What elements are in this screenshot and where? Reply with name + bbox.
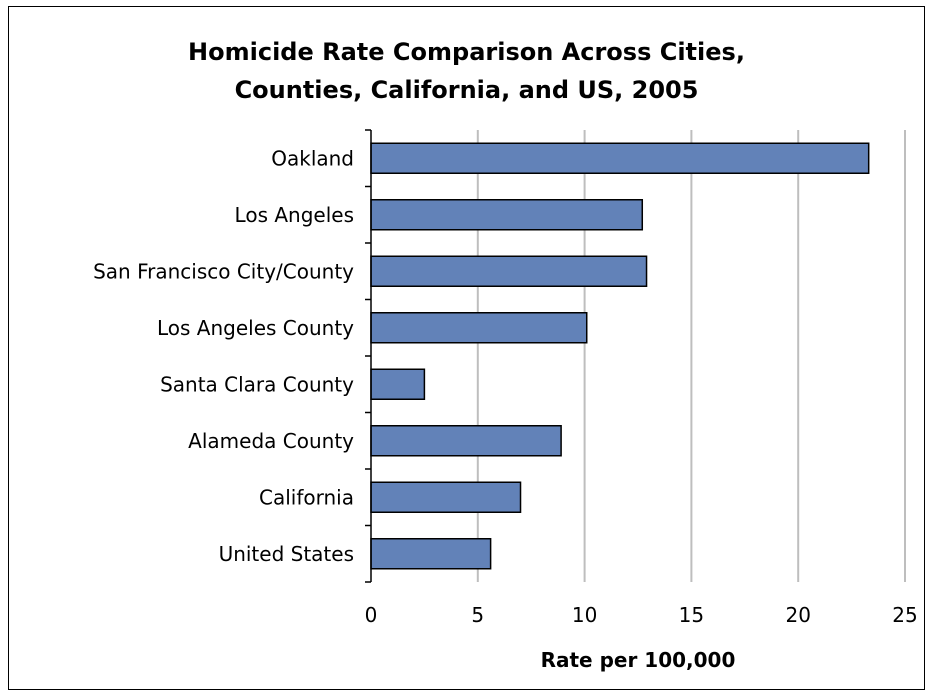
x-tick-label: 20 [785, 603, 810, 627]
x-tick-label: 5 [471, 603, 484, 627]
category-label: Alameda County [188, 429, 354, 453]
bar [370, 255, 648, 287]
bar [370, 538, 492, 570]
bar [370, 312, 588, 344]
category-label: Los Angeles [235, 203, 354, 227]
bar [370, 481, 522, 513]
x-tick-label: 0 [365, 603, 378, 627]
category-label: United States [219, 542, 354, 566]
x-tick-label: 15 [679, 603, 704, 627]
bar [370, 142, 870, 174]
chart-title: Homicide Rate Comparison Across Cities, … [9, 33, 924, 109]
category-label: Los Angeles County [157, 316, 354, 340]
chart-frame: Homicide Rate Comparison Across Cities, … [8, 6, 925, 690]
bars [370, 142, 870, 570]
category-label: Santa Clara County [160, 372, 354, 396]
bar [370, 425, 562, 457]
category-label: San Francisco City/County [93, 259, 354, 283]
category-labels: Oakland Los Angeles San Francisco City/Cou… [93, 146, 354, 566]
category-label: California [259, 485, 354, 509]
category-label: Oakland [271, 146, 354, 170]
x-tick-label: 25 [892, 603, 917, 627]
axes [365, 129, 372, 583]
chart-title-line-2: Counties, California, and US, 2005 [234, 76, 699, 104]
bar [370, 199, 644, 231]
bar [370, 368, 426, 400]
x-tick-label: 10 [572, 603, 597, 627]
gridlines [476, 130, 906, 582]
x-axis-title: Rate per 100,000 [541, 648, 736, 672]
x-tick-labels: 0 5 10 15 20 25 [365, 603, 918, 627]
chart-title-line-1: Homicide Rate Comparison Across Cities, [188, 38, 745, 66]
